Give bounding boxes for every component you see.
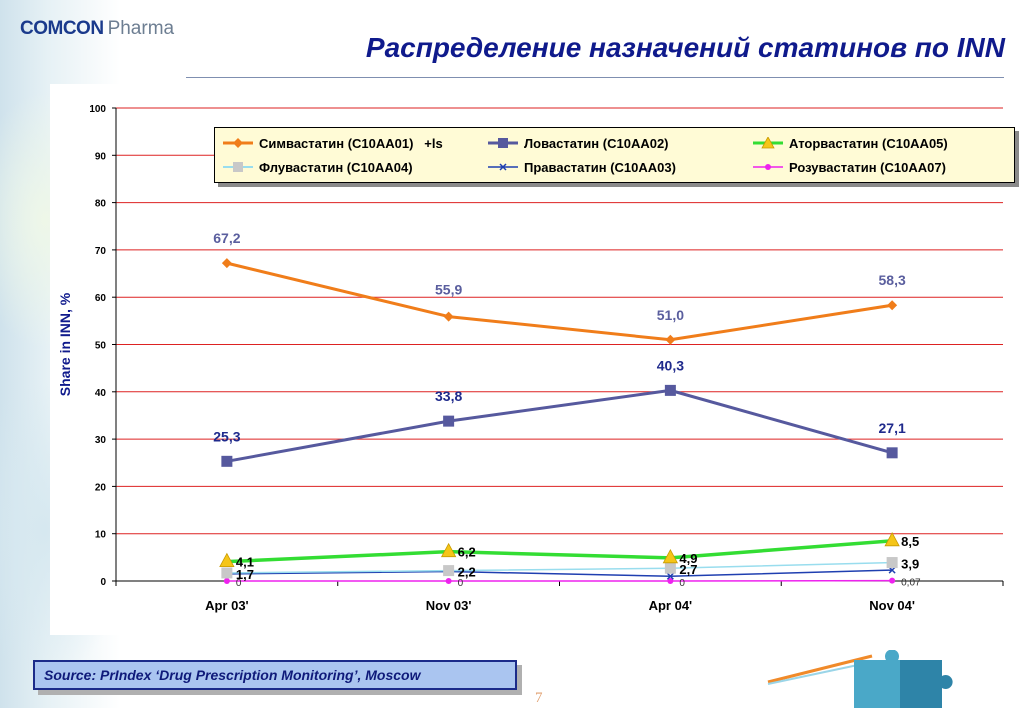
data-label-lovastatin: 27,1: [879, 420, 906, 436]
legend-marker-circle-icon: [753, 164, 783, 170]
source-note: Source: PrIndex ‘Drug Prescription Monit…: [33, 660, 517, 690]
line-chart: 0 10 20 30 40 50 60 70 80 90 100 Apr 03' Nov 03' Apr …: [57, 104, 1004, 613]
series-line-fluvastatin: [226, 561, 893, 574]
data-label-atorvastatin: 6,2: [458, 545, 476, 560]
y-tick-label: 30: [95, 435, 107, 446]
legend-marker-triangle-icon: [753, 137, 783, 149]
data-label-simvastatin: 67,2: [213, 230, 240, 246]
y-tick-label: 90: [95, 151, 107, 162]
legend-label: Ловастатин (C10AA02): [524, 135, 669, 151]
legend-marker-square-icon: [488, 138, 518, 148]
y-tick-label: 10: [95, 530, 107, 541]
logo-sub: Pharma: [107, 18, 175, 39]
y-tick-label: 40: [95, 388, 107, 399]
legend-marker-square-icon: [223, 162, 253, 172]
data-point-fluvastatin: [221, 567, 233, 579]
legend-label: Флувастатин (C10AA04): [259, 159, 413, 175]
series-line-simvastatin: [226, 261, 893, 342]
data-point-lovastatin: [221, 455, 233, 467]
data-label-fluvastatin: 1,7: [236, 567, 254, 582]
data-point-atorvastatin: [219, 552, 235, 568]
data-label-fluvastatin: 3,9: [901, 557, 919, 572]
source-text: Source: PrIndex ‘Drug Prescription Monit…: [44, 667, 421, 683]
data-point-fluvastatin: [886, 557, 898, 569]
series-line-atorvastatin: [226, 539, 893, 564]
data-point-rosuvastatin: [223, 578, 230, 584]
page-number: 7: [535, 690, 543, 706]
data-point-pravastatin: [888, 566, 896, 574]
legend-label: Симвастатин (C10AA01) +ls: [259, 135, 443, 151]
data-point-lovastatin: [886, 447, 898, 459]
data-label-rosuvastatin: 0,07: [901, 578, 921, 589]
data-label-lovastatin: 33,8: [435, 388, 462, 404]
chart-legend: Симвастатин (C10AA01) +ls Ловастатин (C1…: [214, 127, 1015, 183]
data-label-rosuvastatin: 0: [236, 578, 242, 589]
puzzle-decoration-icon: [767, 650, 953, 708]
legend-label: Правастатин (C10AA03): [524, 159, 676, 175]
y-tick-label: 70: [95, 246, 107, 257]
data-point-atorvastatin: [440, 542, 457, 558]
legend-label: Аторвастатин (C10AA05): [789, 135, 948, 151]
data-label-lovastatin: 40,3: [657, 357, 684, 373]
data-point-lovastatin: [443, 415, 455, 427]
data-label-rosuvastatin: 0: [458, 578, 464, 589]
legend-label: Розувастатин (C10AA07): [789, 159, 946, 175]
data-label-fluvastatin: 2,2: [458, 565, 476, 580]
legend-item-lovastatin: Ловастатин (C10AA02): [488, 134, 669, 152]
data-point-lovastatin: [664, 384, 676, 396]
data-point-simvastatin: [221, 258, 232, 269]
data-label-lovastatin: 25,3: [213, 428, 240, 444]
data-point-simvastatin: [887, 300, 898, 311]
x-tick-label: Apr 03': [205, 598, 249, 613]
series-line-lovastatin: [226, 388, 893, 463]
y-tick-label: 0: [100, 577, 106, 588]
legend-item-atorvastatin: Аторвастатин (C10AA05): [753, 134, 948, 152]
legend-item-rosuvastatin: Розувастатин (C10AA07): [753, 158, 946, 176]
data-point-atorvastatin: [884, 531, 900, 547]
data-label-simvastatin: 51,0: [657, 307, 684, 323]
y-tick-label: 100: [89, 104, 106, 115]
legend-marker-x-icon: [488, 163, 518, 171]
data-point-simvastatin: [665, 334, 676, 345]
x-tick-label: Nov 03': [426, 598, 472, 613]
data-point-simvastatin: [443, 311, 454, 322]
data-point-fluvastatin: [664, 562, 676, 574]
y-tick-label: 80: [95, 199, 107, 210]
x-tick-label: Nov 04': [869, 598, 915, 613]
data-label-atorvastatin: 8,5: [901, 534, 919, 549]
page-title: Распределение назначений статинов по INN: [365, 32, 1005, 63]
legend-item-fluvastatin: Флувастатин (C10AA04): [223, 158, 413, 176]
legend-item-simvastatin: Симвастатин (C10AA01) +ls: [223, 134, 443, 152]
company-logo: COMCON Pharma: [20, 18, 174, 40]
title-divider: [186, 77, 1004, 78]
data-label-atorvastatin: 4,1: [236, 555, 254, 570]
data-point-rosuvastatin: [667, 578, 674, 584]
data-label-simvastatin: 58,3: [879, 272, 906, 288]
series-line-pravastatin: [226, 569, 893, 578]
y-tick-label: 50: [95, 341, 107, 352]
logo-brand: COMCON: [20, 18, 104, 39]
legend-marker-diamond-icon: [223, 138, 253, 148]
data-point-atorvastatin: [662, 548, 679, 564]
data-point-pravastatin: [666, 572, 674, 580]
legend-item-pravastatin: Правастатин (C10AA03): [488, 158, 676, 176]
data-point-fluvastatin: [443, 565, 455, 577]
data-point-rosuvastatin: [445, 578, 452, 584]
data-label-fluvastatin: 2,7: [679, 562, 697, 577]
y-axis-label: Share in INN, %: [57, 292, 73, 396]
data-label-simvastatin: 55,9: [435, 282, 462, 298]
data-label-atorvastatin: 4,9: [679, 551, 697, 566]
x-tick-label: Apr 04': [649, 598, 693, 613]
data-point-rosuvastatin: [889, 577, 896, 584]
y-tick-label: 20: [95, 482, 107, 493]
data-label-rosuvastatin: 0: [679, 578, 685, 589]
y-tick-label: 60: [95, 293, 107, 304]
